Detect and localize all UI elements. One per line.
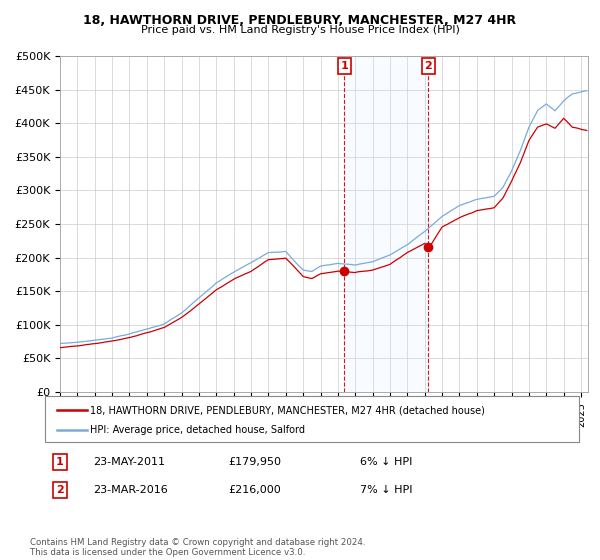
Bar xyxy=(344,56,428,392)
Text: 6% ↓ HPI: 6% ↓ HPI xyxy=(360,457,412,467)
Text: 23-MAY-2011: 23-MAY-2011 xyxy=(93,457,165,467)
Text: 2: 2 xyxy=(425,61,432,71)
Text: Contains HM Land Registry data © Crown copyright and database right 2024.
This d: Contains HM Land Registry data © Crown c… xyxy=(30,538,365,557)
Text: 1: 1 xyxy=(56,457,64,467)
Text: Price paid vs. HM Land Registry's House Price Index (HPI): Price paid vs. HM Land Registry's House … xyxy=(140,25,460,35)
Text: 1: 1 xyxy=(341,61,349,71)
Text: 18, HAWTHORN DRIVE, PENDLEBURY, MANCHESTER, M27 4HR (detached house): 18, HAWTHORN DRIVE, PENDLEBURY, MANCHEST… xyxy=(90,405,485,415)
Text: HPI: Average price, detached house, Salford: HPI: Average price, detached house, Salf… xyxy=(90,424,305,435)
Text: £216,000: £216,000 xyxy=(228,485,281,495)
Text: 7% ↓ HPI: 7% ↓ HPI xyxy=(360,485,413,495)
Text: 23-MAR-2016: 23-MAR-2016 xyxy=(93,485,168,495)
Text: 18, HAWTHORN DRIVE, PENDLEBURY, MANCHESTER, M27 4HR: 18, HAWTHORN DRIVE, PENDLEBURY, MANCHEST… xyxy=(83,14,517,27)
Text: £179,950: £179,950 xyxy=(228,457,281,467)
Text: 2: 2 xyxy=(56,485,64,495)
